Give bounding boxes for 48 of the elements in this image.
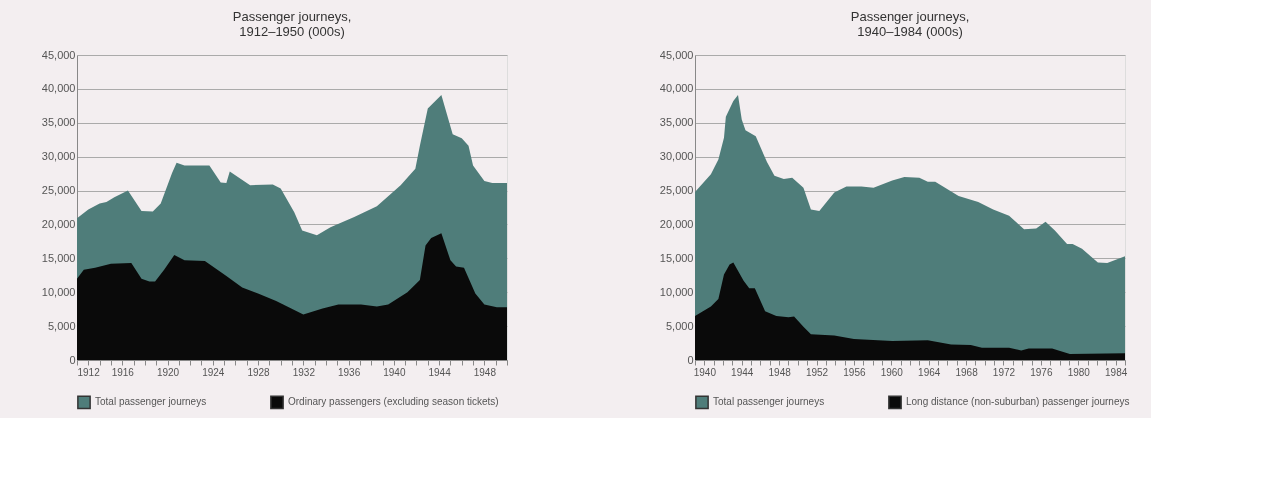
x-tick-label: 1984 (1105, 366, 1128, 378)
x-tick-label: 1932 (292, 366, 316, 378)
x-tick-label: 1968 (955, 366, 979, 378)
x-tick-label: 1944 (428, 366, 452, 378)
y-tick-label: 5,000 (47, 319, 76, 332)
y-tick-label: 0 (69, 353, 76, 366)
x-tick-label: 1980 (1067, 366, 1091, 378)
y-tick-label: 45,000 (659, 48, 694, 61)
x-tick-label: 1916 (111, 366, 135, 378)
x-tick-label: 1912 (77, 366, 101, 378)
y-tick-label: 25,000 (659, 184, 694, 197)
y-tick-label: 0 (687, 353, 694, 366)
y-tick-label: 10,000 (41, 285, 76, 298)
x-tick-label: 1948 (768, 366, 792, 378)
y-tick-label: 20,000 (41, 217, 76, 230)
y-tick-label: 20,000 (659, 217, 694, 230)
y-tick-label: 35,000 (41, 116, 76, 129)
x-tick-label: 1940 (383, 366, 406, 378)
x-tick-label: 1972 (992, 366, 1016, 378)
y-tick-label: 40,000 (659, 82, 694, 95)
x-tick-label: 1964 (918, 366, 941, 378)
y-tick-label: 10,000 (659, 285, 694, 298)
x-tick-label: 1952 (805, 366, 829, 378)
y-tick-label: 30,000 (41, 150, 76, 163)
y-tick-label: 35,000 (659, 116, 694, 129)
x-tick-label: 1944 (731, 366, 754, 378)
y-tick-label: 25,000 (41, 184, 76, 197)
legend-label: Long distance (non-suburban) passenger journeys (906, 396, 1130, 408)
x-tick-label: 1948 (473, 366, 497, 378)
y-tick-label: 15,000 (659, 251, 694, 264)
y-tick-label: 5,000 (665, 319, 694, 332)
x-tick-label: 1960 (880, 366, 904, 378)
x-tick-label: 1928 (247, 366, 271, 378)
x-tick-label: 1936 (337, 366, 361, 378)
legend-label: Total passenger journeys (95, 396, 207, 408)
y-tick-label: 40,000 (41, 82, 76, 95)
chart-title: Passenger journeys, 1940–1984 (000s) (850, 9, 970, 39)
chart-title: Passenger journeys, 1912–1950 (000s) (232, 9, 352, 39)
y-tick-label: 45,000 (41, 48, 76, 61)
x-tick-label: 1920 (156, 366, 180, 378)
legend-label: Ordinary passengers (excluding season tickets) (288, 396, 499, 408)
y-tick-label: 15,000 (41, 251, 76, 264)
x-tick-label: 1924 (202, 366, 225, 378)
x-tick-label: 1956 (843, 366, 866, 378)
x-tick-label: 1976 (1030, 366, 1053, 378)
x-tick-label: 1940 (693, 366, 717, 378)
legend-label: Total passenger journeys (713, 396, 825, 408)
y-tick-label: 30,000 (659, 150, 694, 163)
